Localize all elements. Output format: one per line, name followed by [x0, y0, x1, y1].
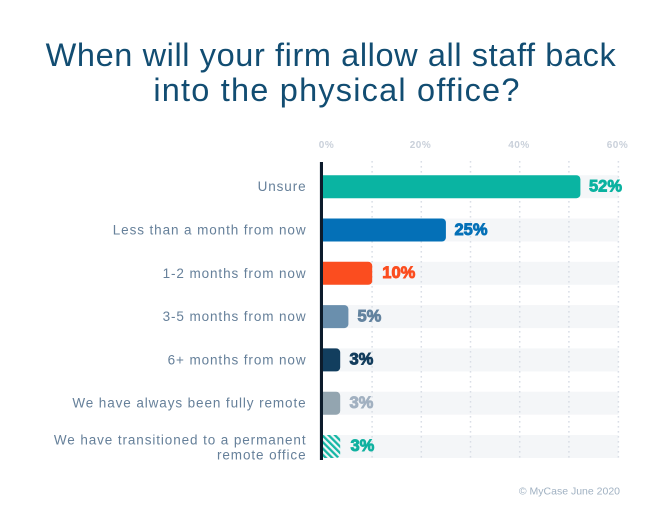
svg-text:5%: 5%: [358, 307, 382, 325]
svg-text:52%: 52%: [589, 177, 622, 195]
svg-text:6+ months from now: 6+ months from now: [168, 352, 307, 367]
svg-text:1-2 months from now: 1-2 months from now: [163, 266, 307, 281]
svg-text:© MyCase June 2020: © MyCase June 2020: [519, 486, 620, 498]
svg-text:3%: 3%: [350, 351, 374, 369]
svg-text:25%: 25%: [455, 221, 488, 239]
svg-text:We have always been fully remo: We have always been fully remote: [72, 396, 306, 411]
svg-text:3%: 3%: [350, 394, 374, 412]
svg-text:20%: 20%: [410, 140, 432, 151]
svg-text:3%: 3%: [351, 437, 375, 455]
svg-text:10%: 10%: [382, 264, 415, 282]
svg-text:3-5 months from now: 3-5 months from now: [163, 309, 307, 324]
svg-text:Less than a month from now: Less than a month from now: [113, 223, 307, 238]
svg-text:Unsure: Unsure: [258, 179, 307, 194]
svg-text:remote office: remote office: [217, 448, 307, 463]
svg-text:We have transitioned to a perm: We have transitioned to a permanent: [54, 433, 307, 448]
svg-text:0%: 0%: [319, 140, 334, 151]
svg-text:60%: 60%: [607, 140, 629, 151]
svg-text:40%: 40%: [508, 140, 530, 151]
